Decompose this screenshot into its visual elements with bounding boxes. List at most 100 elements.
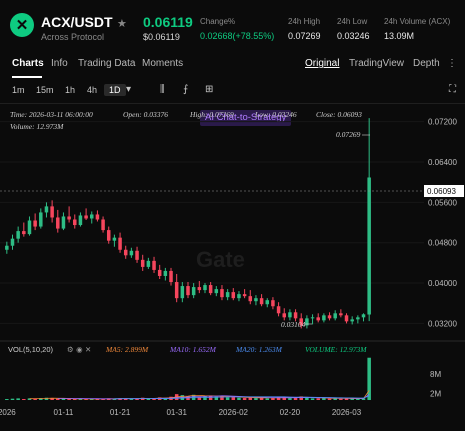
candle[interactable]	[350, 319, 354, 322]
candle[interactable]	[259, 298, 264, 305]
candle[interactable]	[22, 231, 26, 235]
candle[interactable]	[208, 285, 213, 294]
candle[interactable]	[180, 286, 185, 299]
candle[interactable]	[344, 315, 349, 322]
tab-info[interactable]: Info	[51, 58, 68, 69]
candle[interactable]	[157, 269, 162, 276]
candle[interactable]	[56, 217, 60, 229]
timeframe-1d[interactable]: 1D	[104, 84, 126, 96]
candle[interactable]	[33, 220, 37, 227]
candle[interactable]	[265, 300, 270, 305]
candle[interactable]	[50, 206, 54, 218]
candle[interactable]	[282, 313, 287, 318]
candle[interactable]	[248, 296, 253, 302]
candle[interactable]	[361, 314, 366, 318]
candle[interactable]	[299, 318, 303, 326]
candle[interactable]	[16, 231, 20, 239]
timeframe-15m[interactable]: 15m	[36, 85, 54, 95]
candle[interactable]	[78, 215, 83, 226]
tab-moments[interactable]: Moments	[142, 58, 184, 69]
candle[interactable]	[225, 292, 230, 298]
candle[interactable]	[191, 287, 196, 296]
candle[interactable]	[152, 260, 156, 270]
candle[interactable]	[322, 315, 326, 321]
candle[interactable]	[44, 206, 49, 213]
candle[interactable]	[118, 237, 122, 250]
candle[interactable]	[310, 317, 315, 319]
volume-bar	[248, 397, 253, 400]
volume-ma-lines	[29, 390, 370, 400]
candle[interactable]	[203, 285, 207, 291]
volume-bar	[78, 398, 83, 400]
candle-type-icon[interactable]: ⫼	[160, 84, 165, 95]
chart-toolbar: 1m 15m 1h 4h 1D ▾ ⫼ ⨍ ⊞ ⛶	[0, 81, 465, 101]
candle[interactable]	[163, 270, 168, 276]
candle[interactable]	[84, 215, 88, 219]
candle[interactable]	[123, 249, 128, 256]
candle[interactable]	[89, 214, 94, 219]
candle[interactable]	[61, 216, 66, 229]
candle[interactable]	[5, 245, 9, 250]
candle[interactable]	[135, 250, 139, 260]
candle[interactable]	[271, 300, 275, 307]
tab-original[interactable]: Original	[305, 58, 340, 69]
candle[interactable]	[254, 298, 258, 302]
volume-bar	[333, 398, 337, 400]
candle[interactable]	[186, 286, 190, 296]
volume-bar	[163, 398, 168, 400]
candle[interactable]	[169, 270, 173, 283]
time-tick-label: 2026-02	[219, 408, 249, 417]
chevron-down-icon[interactable]: ▾	[126, 84, 132, 95]
time-tick-label: 01-31	[166, 408, 187, 417]
candle[interactable]	[367, 177, 371, 315]
vol-legend: VOL(5,10,20)	[8, 345, 54, 354]
tab-charts[interactable]: Charts	[12, 58, 44, 69]
tab-tradingview[interactable]: TradingView	[349, 58, 405, 69]
timeframe-1m[interactable]: 1m	[12, 85, 25, 95]
timeframe-4h[interactable]: 4h	[87, 85, 98, 95]
candle[interactable]	[73, 219, 77, 226]
volume-bar	[327, 398, 332, 400]
candle[interactable]	[237, 294, 241, 299]
indicator-icon[interactable]: ⨍	[183, 84, 189, 95]
candle[interactable]	[140, 259, 145, 267]
candle[interactable]	[276, 306, 281, 314]
layout-icon[interactable]: ⊞	[205, 84, 214, 95]
candle[interactable]	[197, 287, 202, 291]
timeframe-1h[interactable]: 1h	[65, 85, 76, 95]
candle[interactable]	[316, 317, 320, 321]
ma20-legend: MA20: 1.263M	[235, 345, 283, 354]
candle[interactable]	[220, 289, 224, 298]
candle[interactable]	[327, 315, 332, 319]
candle[interactable]	[174, 282, 179, 299]
candle[interactable]	[67, 216, 71, 220]
vol-settings-icon[interactable]: ⚙ ◉ ✕	[67, 345, 91, 354]
candle[interactable]	[39, 212, 43, 227]
tab-depth[interactable]: Depth	[413, 58, 440, 69]
candle[interactable]	[101, 219, 105, 231]
star-icon[interactable]: ★	[117, 18, 127, 30]
candle[interactable]	[231, 292, 236, 299]
candle[interactable]	[106, 230, 111, 241]
grid-lines	[0, 121, 424, 324]
more-icon[interactable]: ⋮	[447, 58, 457, 69]
candle[interactable]	[214, 289, 219, 294]
candle[interactable]	[339, 313, 343, 316]
candle[interactable]	[333, 313, 337, 319]
pair-name[interactable]: ACX/USDT	[41, 14, 113, 30]
candle[interactable]	[293, 312, 298, 319]
candle[interactable]	[95, 214, 100, 220]
candle[interactable]	[146, 260, 151, 267]
tab-trading-data[interactable]: Trading Data	[78, 58, 136, 69]
volume-bar	[39, 398, 43, 400]
fullscreen-icon[interactable]: ⛶	[449, 84, 456, 95]
candle[interactable]	[305, 318, 309, 326]
candle[interactable]	[242, 294, 247, 297]
candle[interactable]	[129, 250, 134, 256]
candle[interactable]	[288, 312, 292, 318]
candle[interactable]	[112, 237, 117, 241]
candle[interactable]	[10, 238, 15, 246]
candle[interactable]	[27, 220, 32, 235]
candle[interactable]	[356, 317, 360, 320]
